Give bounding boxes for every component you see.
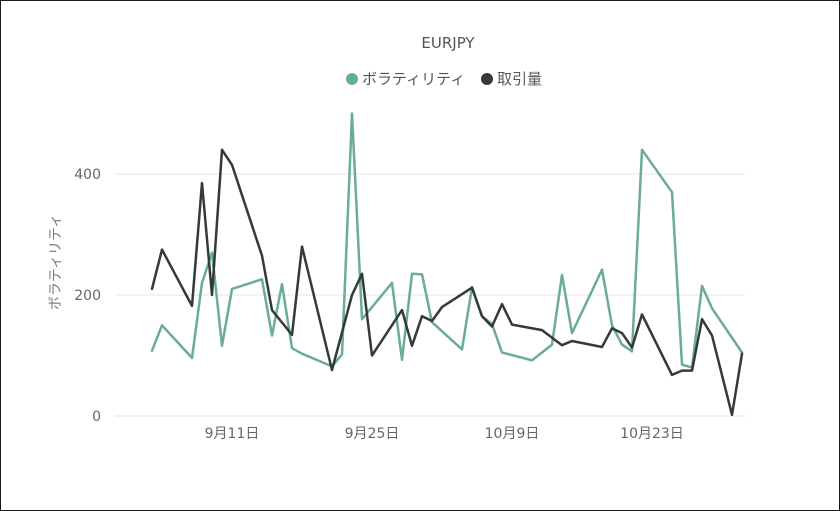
series-lines bbox=[150, 112, 744, 417]
gridlines bbox=[115, 173, 745, 417]
y-tick-label: 0 bbox=[92, 409, 101, 425]
y-axis-title: ボラティリティ bbox=[48, 214, 64, 310]
legend-swatch-volatility bbox=[346, 73, 358, 85]
legend-label-volume[interactable]: 取引量 bbox=[497, 70, 542, 88]
chart-title: EURJPY bbox=[421, 34, 475, 52]
x-tick-label: 9月25日 bbox=[345, 426, 400, 442]
legend-swatch-volume bbox=[481, 73, 493, 85]
x-tick-label: 10月23日 bbox=[620, 426, 684, 442]
x-tick-label: 10月9日 bbox=[485, 426, 540, 442]
y-tick-label: 200 bbox=[74, 288, 101, 304]
legend: ボラティリティ 取引量 bbox=[346, 70, 542, 88]
volatility-line bbox=[150, 112, 744, 369]
y-axis-ticks: 0 200 400 bbox=[74, 167, 101, 425]
y-tick-label: 400 bbox=[74, 167, 101, 183]
x-axis-ticks: 9月11日 9月25日 10月9日 10月23日 bbox=[205, 426, 684, 442]
x-tick-label: 9月11日 bbox=[205, 426, 260, 442]
volume-line bbox=[150, 148, 744, 417]
legend-label-volatility[interactable]: ボラティリティ bbox=[362, 70, 465, 88]
